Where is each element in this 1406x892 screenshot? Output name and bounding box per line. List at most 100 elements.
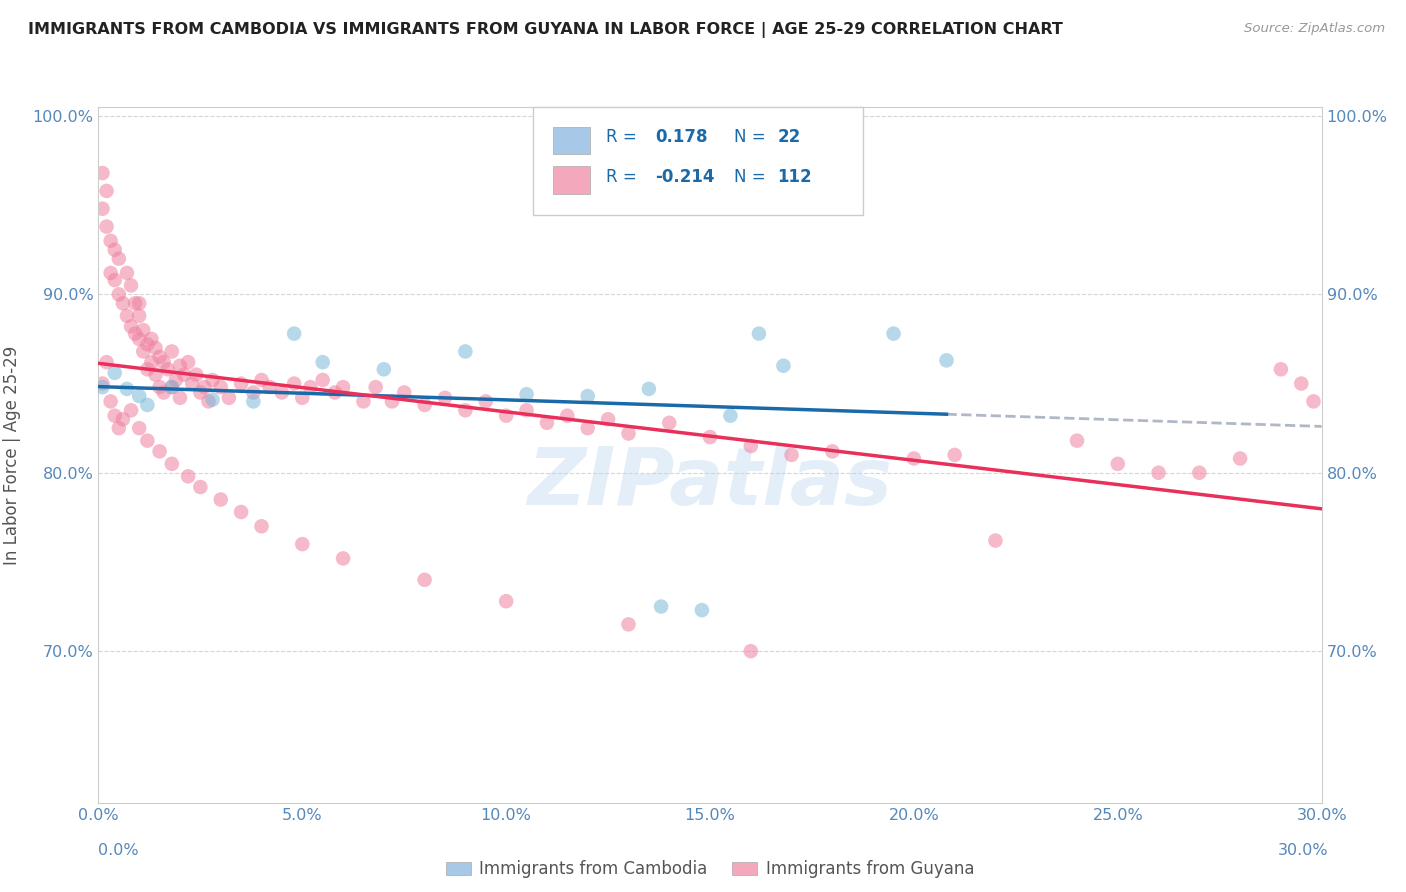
Point (100, 394, 122, 409)
Point (188, 480, 212, 494)
Point (495, 594, 517, 608)
Point (169, 391, 191, 405)
Point (740, 644, 762, 658)
Point (250, 373, 273, 387)
Text: N =: N = (734, 168, 766, 186)
Point (120, 403, 142, 417)
Point (516, 403, 538, 417)
Point (149, 380, 172, 394)
Point (160, 380, 183, 394)
Text: R =: R = (606, 128, 637, 146)
Point (108, 287, 131, 301)
Point (283, 326, 305, 341)
Point (332, 380, 354, 394)
Point (177, 355, 200, 369)
Text: 30.0%: 30.0% (1278, 843, 1329, 858)
Point (1066, 434, 1088, 448)
Point (821, 444, 844, 458)
Point (115, 266, 138, 280)
Point (96, 219, 118, 234)
Point (557, 409, 579, 423)
Point (91, 380, 114, 394)
Point (165, 373, 187, 387)
Point (152, 355, 174, 369)
Point (132, 323, 155, 337)
Point (186, 368, 208, 382)
Point (312, 373, 335, 387)
Point (392, 385, 416, 400)
Point (91, 166, 114, 180)
FancyBboxPatch shape (554, 127, 591, 154)
Point (96, 355, 118, 369)
Legend: Immigrants from Cambodia, Immigrants from Guyana: Immigrants from Cambodia, Immigrants fro… (439, 854, 981, 885)
Point (188, 385, 212, 400)
Point (145, 368, 167, 382)
Text: 0.0%: 0.0% (98, 843, 139, 858)
Point (474, 394, 498, 409)
Point (495, 409, 517, 423)
Point (270, 385, 294, 400)
Point (128, 389, 150, 403)
Point (935, 353, 957, 368)
Point (576, 389, 599, 403)
Point (128, 296, 150, 310)
Point (128, 332, 150, 346)
Point (883, 326, 905, 341)
Point (218, 391, 240, 405)
Point (136, 434, 159, 448)
Point (152, 385, 174, 400)
Point (650, 599, 672, 614)
Point (96, 184, 118, 198)
Point (598, 412, 620, 426)
Point (536, 416, 558, 430)
Point (772, 359, 794, 373)
Point (299, 380, 322, 394)
FancyBboxPatch shape (554, 166, 591, 194)
Point (132, 344, 155, 359)
Point (1291, 376, 1313, 391)
Point (115, 382, 138, 396)
Point (1107, 457, 1129, 471)
Point (740, 439, 762, 453)
Point (352, 394, 374, 409)
Point (160, 344, 183, 359)
Point (104, 409, 127, 423)
Point (173, 368, 195, 382)
Point (124, 326, 146, 341)
Text: R =: R = (606, 168, 637, 186)
Point (638, 382, 661, 396)
Point (454, 344, 477, 359)
Point (169, 359, 191, 373)
Point (413, 573, 436, 587)
Point (141, 332, 163, 346)
Point (231, 376, 253, 391)
Point (91, 202, 114, 216)
Point (291, 537, 314, 551)
Point (748, 326, 770, 341)
Point (160, 457, 183, 471)
Point (617, 617, 640, 632)
Point (136, 398, 159, 412)
Point (332, 551, 354, 566)
Point (780, 448, 803, 462)
Point (149, 350, 172, 364)
Point (193, 380, 215, 394)
Point (242, 394, 264, 409)
Point (141, 355, 163, 369)
Point (720, 409, 742, 423)
Point (658, 416, 681, 430)
Point (231, 505, 253, 519)
Point (124, 296, 146, 310)
Point (1188, 466, 1211, 480)
Point (104, 243, 127, 257)
Point (201, 392, 224, 407)
Point (181, 376, 204, 391)
Point (149, 444, 172, 458)
Point (197, 394, 219, 409)
Point (283, 376, 305, 391)
Point (145, 341, 167, 355)
Point (115, 309, 138, 323)
Y-axis label: In Labor Force | Age 25-29: In Labor Force | Age 25-29 (3, 345, 21, 565)
Point (108, 252, 131, 266)
Point (413, 398, 436, 412)
